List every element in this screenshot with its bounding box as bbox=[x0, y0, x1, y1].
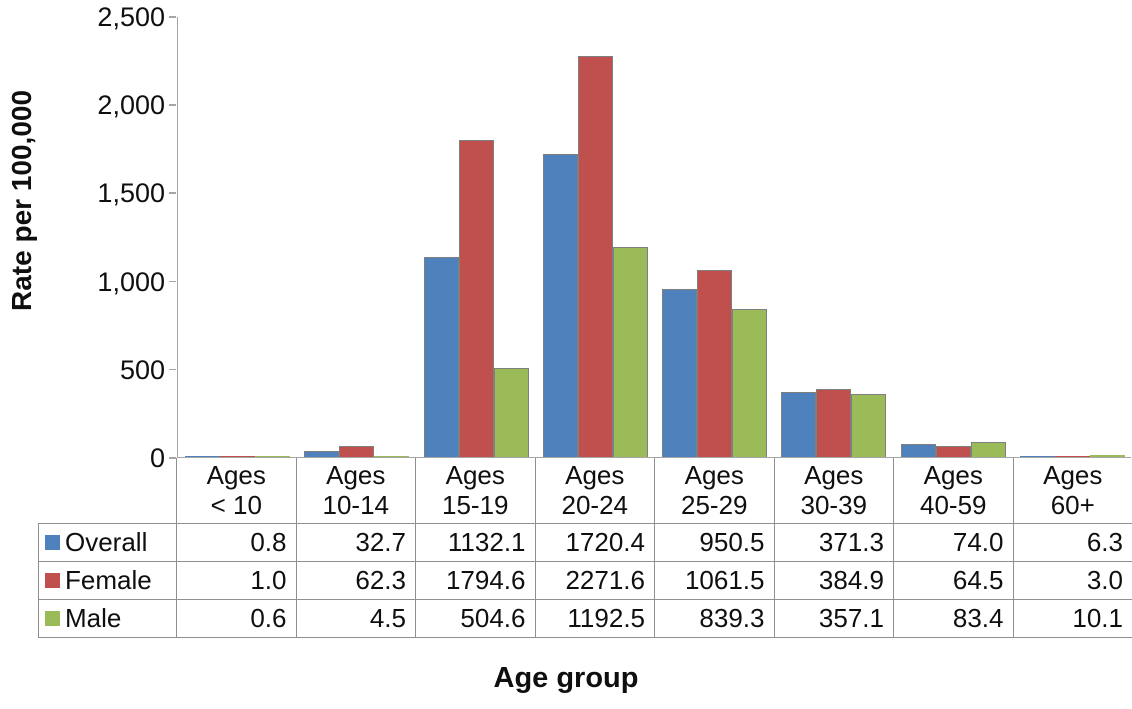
value-cell: 0.6 bbox=[176, 598, 297, 638]
value-cell: 1192.5 bbox=[534, 598, 655, 638]
bar-male-0 bbox=[255, 456, 291, 457]
bar-overall-5 bbox=[781, 391, 817, 457]
bar-overall-0 bbox=[185, 456, 221, 457]
bar-male-4 bbox=[732, 308, 768, 457]
bar-male-6 bbox=[970, 442, 1006, 457]
y-tick-label-2000: 2,000 bbox=[97, 90, 165, 120]
table-row-female: Female 1.0 62.3 1794.6 2271.6 1061.5 384… bbox=[38, 560, 1132, 600]
value-cell: 1132.1 bbox=[415, 522, 536, 562]
y-tick-mark bbox=[169, 457, 176, 459]
value-cell: 1.0 bbox=[176, 560, 297, 600]
y-tick-mark bbox=[169, 368, 176, 371]
y-tick-label-2500: 2,500 bbox=[97, 2, 165, 32]
y-tick-mark bbox=[169, 280, 176, 283]
row-header-male: Male bbox=[38, 598, 177, 638]
series-label: Male bbox=[65, 602, 122, 633]
bar-female-6 bbox=[935, 445, 971, 457]
bar-overall-1 bbox=[304, 451, 340, 457]
bar-female-3 bbox=[577, 56, 613, 457]
column-header: Ages 40-59 bbox=[893, 458, 1014, 524]
bar-overall-3 bbox=[542, 153, 578, 457]
value-cell: 4.5 bbox=[295, 598, 416, 638]
value-cell: 1061.5 bbox=[654, 560, 775, 600]
bar-male-5 bbox=[851, 394, 887, 457]
bar-female-0 bbox=[220, 456, 256, 457]
value-cell: 10.1 bbox=[1012, 598, 1132, 638]
value-cell: 2271.6 bbox=[534, 560, 655, 600]
bar-female-7 bbox=[1054, 456, 1090, 457]
y-axis-title: Rate per 100,000 bbox=[6, 89, 37, 311]
value-cell: 1720.4 bbox=[534, 522, 655, 562]
bar-female-1 bbox=[339, 446, 375, 457]
bar-overall-6 bbox=[900, 443, 936, 457]
series-label: Overall bbox=[65, 526, 148, 557]
value-cell: 32.7 bbox=[295, 522, 416, 562]
value-cell: 83.4 bbox=[893, 598, 1014, 638]
data-table: Ages < 10 Ages 10-14 Ages 15-19 Ages 20-24 A… bbox=[38, 458, 1132, 638]
bar-female-4 bbox=[697, 269, 733, 457]
value-cell: 64.5 bbox=[893, 560, 1014, 600]
table-row-male: Male 0.6 4.5 504.6 1192.5 839.3 357.1 83… bbox=[38, 598, 1132, 638]
value-cell: 6.3 bbox=[1012, 522, 1132, 562]
table-row-overall: Overall 0.8 32.7 1132.1 1720.4 950.5 371… bbox=[38, 522, 1132, 562]
y-tick-mark bbox=[169, 104, 176, 106]
value-cell: 839.3 bbox=[654, 598, 775, 638]
value-cell: 3.0 bbox=[1012, 560, 1132, 600]
y-tick-label-1500: 1,500 bbox=[97, 178, 165, 208]
legend-swatch-female bbox=[45, 572, 60, 588]
value-cell: 1794.6 bbox=[415, 560, 536, 600]
bar-overall-7 bbox=[1019, 455, 1055, 457]
y-tick-mark bbox=[169, 192, 176, 194]
value-cell: 62.3 bbox=[295, 560, 416, 600]
table-corner-cell bbox=[39, 458, 177, 523]
y-tick-label-500: 500 bbox=[119, 355, 165, 385]
value-cell: 357.1 bbox=[773, 598, 894, 638]
value-cell: 371.3 bbox=[773, 522, 894, 562]
column-header: Ages 60+ bbox=[1012, 458, 1132, 524]
value-cell: 0.8 bbox=[176, 522, 297, 562]
column-header: Ages 10-14 bbox=[295, 458, 416, 524]
y-tick-label-1000: 1,000 bbox=[97, 267, 165, 297]
plot-area bbox=[169, 16, 1131, 459]
value-cell: 384.9 bbox=[773, 560, 894, 600]
bar-male-7 bbox=[1089, 455, 1125, 457]
legend-swatch-male bbox=[45, 610, 60, 626]
bar-male-1 bbox=[374, 456, 410, 457]
x-axis-title: Age group bbox=[493, 662, 639, 694]
bar-overall-4 bbox=[662, 289, 698, 457]
bar-female-5 bbox=[816, 389, 852, 457]
column-header: Ages 20-24 bbox=[534, 458, 655, 524]
column-header: Ages 30-39 bbox=[773, 458, 894, 524]
column-header: Ages < 10 bbox=[176, 458, 297, 524]
y-tick-label-0: 0 bbox=[149, 443, 165, 473]
value-cell: 950.5 bbox=[654, 522, 775, 562]
bar-overall-2 bbox=[423, 257, 459, 457]
bar-female-2 bbox=[458, 140, 494, 457]
value-cell: 74.0 bbox=[893, 522, 1014, 562]
legend-swatch-overall bbox=[45, 534, 60, 550]
y-tick-mark bbox=[169, 16, 176, 18]
series-label: Female bbox=[65, 564, 152, 595]
row-header-overall: Overall bbox=[38, 522, 177, 562]
bar-male-3 bbox=[612, 246, 648, 457]
table-header-row: Ages < 10 Ages 10-14 Ages 15-19 Ages 20-24 A… bbox=[39, 458, 1132, 524]
value-cell: 504.6 bbox=[415, 598, 536, 638]
bar-male-2 bbox=[493, 368, 529, 457]
column-header: Ages 15-19 bbox=[415, 458, 536, 524]
column-header: Ages 25-29 bbox=[654, 458, 775, 524]
row-header-female: Female bbox=[38, 560, 177, 600]
